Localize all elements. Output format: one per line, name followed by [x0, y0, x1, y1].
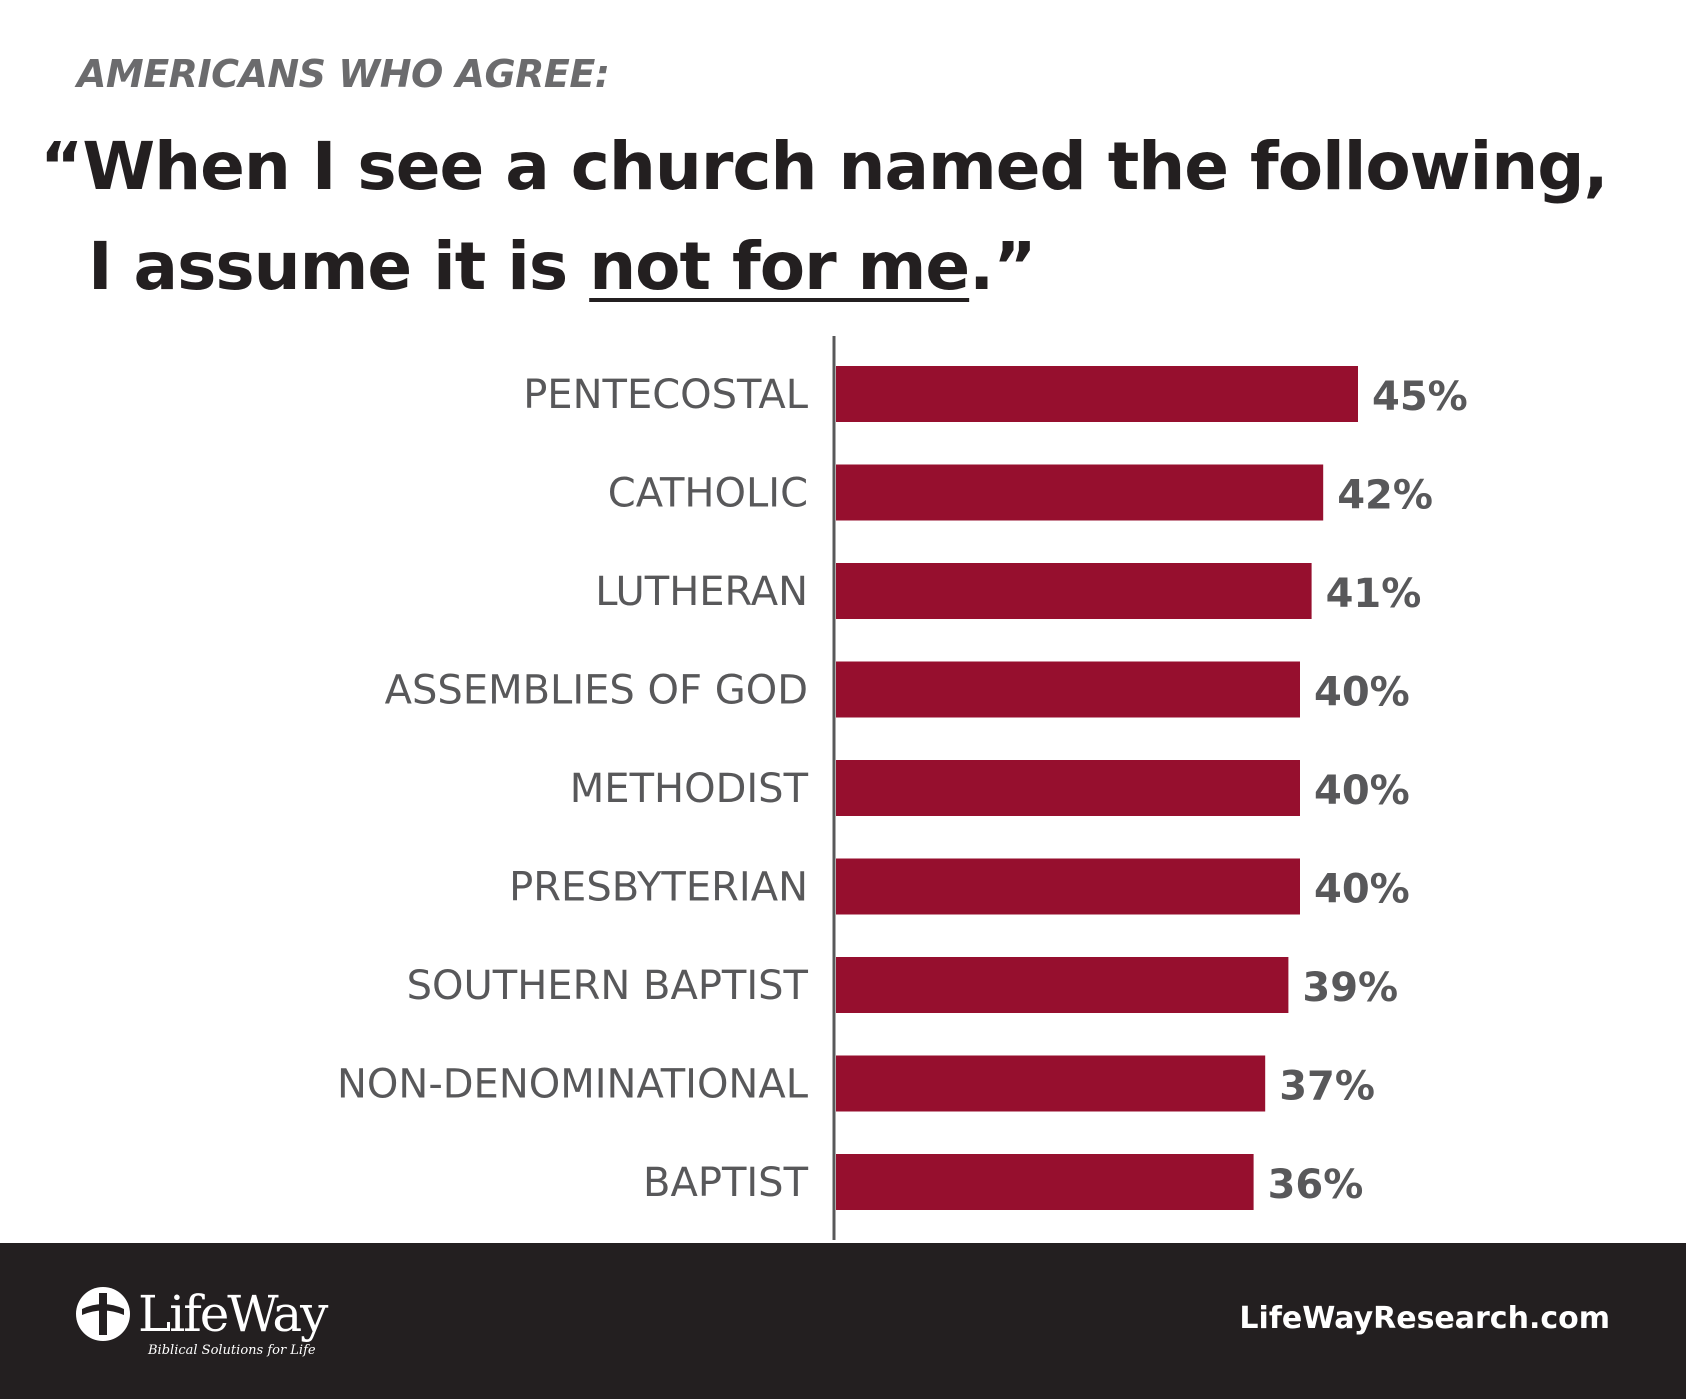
- headline-prefix: I assume it is: [88, 228, 590, 305]
- bar: [836, 858, 1300, 915]
- category-label: PENTECOSTAL: [523, 372, 809, 418]
- category-label: ASSEMBLIES OF GOD: [385, 668, 808, 714]
- bar: [836, 464, 1324, 521]
- value-label: 37%: [1279, 1064, 1375, 1110]
- value-label: 40%: [1314, 670, 1410, 716]
- bar: [836, 760, 1300, 816]
- bar: [836, 563, 1312, 619]
- category-label: LUTHERAN: [595, 569, 808, 615]
- bar: [836, 366, 1358, 422]
- chart-kicker: AMERICANS WHO AGREE:: [77, 52, 610, 96]
- category-label: SOUTHERN BAPTIST: [407, 963, 809, 1009]
- lifeway-logo[interactable]: LifeWay Biblical Solutions for Life: [72, 1283, 352, 1363]
- category-label: PRESBYTERIAN: [509, 865, 808, 911]
- logo-tagline: Biblical Solutions for Life: [148, 1343, 316, 1358]
- category-label: BAPTIST: [643, 1160, 809, 1206]
- footer-bar: LifeWay Biblical Solutions for Life Life…: [0, 1243, 1686, 1399]
- category-label: NON-DENOMINATIONAL: [337, 1062, 809, 1108]
- bar: [836, 1154, 1254, 1210]
- bar: [836, 957, 1289, 1013]
- value-label: 40%: [1314, 867, 1410, 913]
- headline-emphasis: not for me: [589, 228, 970, 305]
- cross-emblem-icon: [76, 1287, 130, 1341]
- category-label: CATHOLIC: [608, 471, 808, 517]
- value-label: 40%: [1314, 768, 1410, 814]
- value-label: 41%: [1326, 571, 1422, 617]
- bar-chart: PENTECOSTAL 45% CATHOLIC 42% LUTHERAN 41% ASSE…: [337, 336, 1468, 1240]
- value-label: 39%: [1302, 965, 1398, 1011]
- value-label: 42%: [1337, 473, 1433, 519]
- value-label: 36%: [1268, 1162, 1364, 1208]
- site-url-link[interactable]: LifeWayResearch.com: [1239, 1301, 1610, 1336]
- headline-suffix: .”: [969, 228, 1036, 305]
- value-label: 45%: [1372, 374, 1468, 420]
- logo-wordmark: LifeWay: [138, 1285, 328, 1343]
- bar: [836, 1055, 1266, 1112]
- category-label: METHODIST: [570, 766, 809, 812]
- chart-headline-line-1: “When I see a church named the following…: [40, 128, 1609, 205]
- bar: [836, 661, 1300, 718]
- chart-headline-line-2: I assume it is not for me.”: [88, 228, 1037, 305]
